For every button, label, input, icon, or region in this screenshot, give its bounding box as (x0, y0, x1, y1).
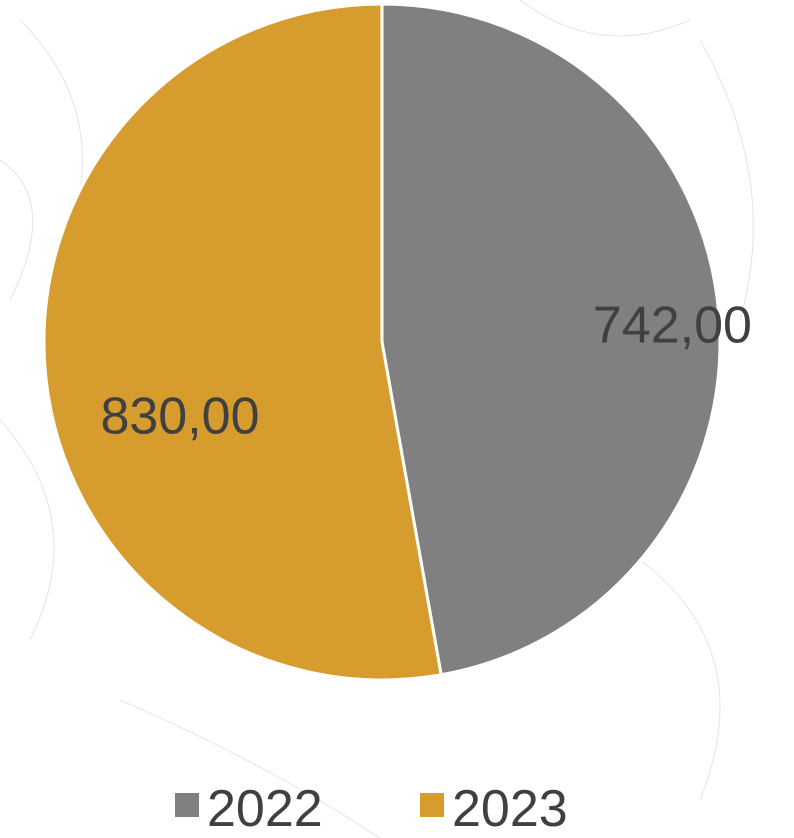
background-leaf-line (0, 419, 55, 641)
slice-data-labels: 742,00 830,00 (100, 296, 751, 445)
background-leaf-line (639, 559, 721, 801)
legend: 2022 2023 (175, 780, 568, 838)
pie-slices (42, 2, 722, 682)
background-leaf-pattern (0, 0, 754, 838)
legend-entry-2023: 2023 (420, 780, 568, 838)
pie-slice-2023 (42, 2, 443, 682)
data-label-2022: 742,00 (593, 296, 752, 354)
legend-swatch-2023 (420, 793, 444, 817)
legend-label-2023: 2023 (452, 780, 568, 838)
background-leaf-line (119, 699, 381, 838)
background-leaf-line (0, 159, 34, 301)
legend-label-2022: 2022 (207, 780, 323, 838)
legend-swatch-2022 (175, 793, 199, 817)
background-leaf-line (699, 39, 754, 321)
legend-entry-2022: 2022 (175, 780, 323, 838)
pie-slice-2022 (380, 2, 722, 677)
background-leaf-line (519, 0, 691, 37)
data-label-2023: 830,00 (100, 388, 259, 446)
